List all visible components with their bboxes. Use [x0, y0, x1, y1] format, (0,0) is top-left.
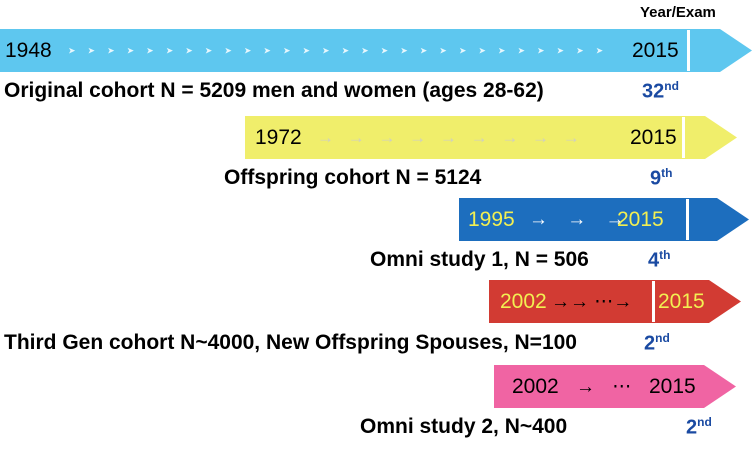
exam-number-omni-2: 2nd — [686, 415, 712, 440]
end-year: 2015 — [617, 207, 664, 231]
cohort-label-omni-2: Omni study 2, N~400 — [360, 415, 568, 438]
start-year: 1995 — [468, 207, 515, 231]
exam-value: 32 — [642, 80, 665, 103]
end-year: 2015 — [632, 38, 679, 62]
exam-value: 2 — [686, 416, 698, 439]
exam-number-offspring: 9th — [650, 166, 672, 191]
flow-arrows-icon: →→ ⋯→ — [551, 291, 633, 312]
exam-ordinal-suffix: th — [661, 166, 673, 180]
exam-ordinal-suffix: th — [659, 248, 671, 262]
exam-divider-line — [682, 117, 685, 158]
exam-ordinal-suffix: nd — [697, 415, 712, 429]
timeline-arrow-offspring-cohort: 1972 → → → → → → → → → 2015 — [245, 116, 737, 159]
arrow-shape: 1972 → → → → → → → → → 2015 — [245, 116, 737, 159]
arrow-shape: 2002 → ⋯ 2015 — [494, 365, 736, 408]
start-year: 2002 — [500, 289, 547, 313]
end-year: 2015 — [658, 289, 705, 313]
exam-value: 9 — [650, 167, 662, 190]
exam-value: 4 — [648, 249, 660, 272]
cohort-label-original: Original cohort N = 5209 men and women (… — [4, 79, 544, 102]
cohort-label-omni-1: Omni study 1, N = 506 — [370, 248, 589, 271]
exam-ordinal-suffix: nd — [655, 331, 670, 345]
cohort-label-offspring: Offspring cohort N = 5124 — [224, 166, 482, 189]
exam-number-original: 32nd — [642, 79, 679, 104]
exam-number-omni-1: 4th — [648, 248, 670, 273]
exam-divider-line — [686, 199, 689, 240]
timeline-arrow-third-gen: 2002 →→ ⋯→ 2015 — [489, 280, 741, 323]
exam-number-third-gen: 2nd — [644, 331, 670, 356]
exam-divider-line — [687, 30, 690, 71]
cohort-label-third-gen: Third Gen cohort N~4000, New Offspring S… — [4, 331, 577, 354]
timeline-arrow-original-cohort: 1948 ➤➤➤➤➤➤➤➤➤➤➤➤➤➤➤➤➤➤➤➤➤➤➤➤➤➤➤➤ 2015 — [0, 29, 752, 72]
flow-arrows-icon: → → → → → → → → → — [317, 127, 580, 147]
arrow-shape: 1948 ➤➤➤➤➤➤➤➤➤➤➤➤➤➤➤➤➤➤➤➤➤➤➤➤➤➤➤➤ 2015 — [0, 29, 752, 72]
arrow-shape: 1995 → → → 2015 — [459, 198, 749, 241]
start-year: 1972 — [255, 125, 302, 149]
exam-value: 2 — [644, 332, 656, 355]
timeline-arrow-omni-study-2: 2002 → ⋯ 2015 — [494, 365, 736, 408]
timeline-arrow-omni-study-1: 1995 → → → 2015 — [459, 198, 749, 241]
exam-ordinal-suffix: nd — [664, 79, 679, 93]
flow-arrows-icon: ➤➤➤➤➤➤➤➤➤➤➤➤➤➤➤➤➤➤➤➤➤➤➤➤➤➤➤➤ — [68, 45, 616, 55]
start-year: 2002 — [512, 374, 559, 398]
arrow-shape: 2002 →→ ⋯→ 2015 — [489, 280, 741, 323]
exam-divider-line — [652, 281, 655, 322]
flow-arrows-icon: → → → — [529, 208, 625, 230]
start-year: 1948 — [5, 38, 52, 62]
flow-arrows-icon: → ⋯ — [576, 376, 632, 397]
year-exam-header: Year/Exam — [640, 4, 716, 21]
end-year: 2015 — [630, 125, 677, 149]
end-year: 2015 — [649, 374, 696, 398]
